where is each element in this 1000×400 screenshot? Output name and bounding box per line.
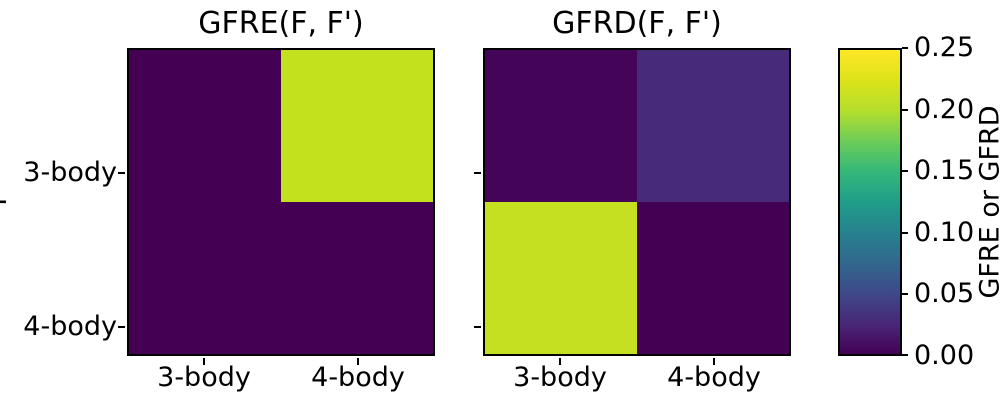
colorbar-tick-mark [902, 170, 908, 173]
heatmap-cell [637, 50, 789, 202]
chart-title-gfrd: GFRD(F, F') [552, 6, 722, 41]
y-tick-mark [474, 326, 481, 328]
colorbar-tick-mark [902, 293, 908, 296]
colorbar-tick-mark [902, 231, 908, 234]
colorbar-tick-mark [902, 108, 908, 111]
x-tick-label: 4-body [311, 362, 405, 393]
x-tick-mark [203, 358, 205, 365]
colorbar-tick-label: 0.00 [914, 340, 975, 371]
colorbar-axis-label: GFRE or GFRD [974, 105, 1000, 299]
axes-gfre: GFRE(F, F') 3-body 4-body 3-body 4-body [23, 6, 435, 393]
colorbar-tick-label: 0.20 [914, 93, 975, 125]
axes-gfrd: GFRD(F, F') 3-body 4-body [474, 6, 791, 393]
y-axis-label: F [0, 190, 13, 206]
heatmap-cell [281, 50, 433, 202]
heatmap-cell [485, 50, 637, 202]
y-tick-label: 4-body [23, 311, 117, 342]
colorbar-tick-label: 0.05 [914, 278, 975, 310]
heatmap-cell [281, 202, 433, 354]
colorbar-tick-mark [902, 47, 908, 49]
y-tick-mark [474, 172, 481, 174]
y-tick-mark [118, 326, 125, 328]
x-tick-label: 3-body [157, 362, 251, 393]
colorbar: 0.25 0.20 0.15 0.10 0.05 0.00 [838, 32, 974, 371]
chart-title-gfre: GFRE(F, F') [198, 6, 364, 41]
colorbar-tick-label: 0.15 [914, 155, 975, 187]
heatmap-cell [485, 202, 637, 354]
heatmap-cell [637, 202, 789, 354]
y-tick-mark [118, 172, 125, 174]
heatmap-gfre [127, 48, 435, 356]
x-tick-label: 3-body [513, 362, 607, 393]
colorbar-tick-mark [902, 354, 908, 356]
x-tick-mark [713, 358, 715, 365]
colorbar-gradient [838, 48, 902, 356]
heatmap-cell [129, 202, 281, 354]
x-tick-mark [357, 358, 359, 365]
heatmap-gfrd [483, 48, 791, 356]
colorbar-tick-label: 0.10 [914, 216, 975, 248]
x-tick-label: 4-body [667, 362, 761, 393]
colorbar-tick-label: 0.25 [914, 32, 975, 63]
heatmap-cell [129, 50, 281, 202]
x-tick-mark [559, 358, 561, 365]
y-tick-label: 3-body [23, 157, 117, 188]
